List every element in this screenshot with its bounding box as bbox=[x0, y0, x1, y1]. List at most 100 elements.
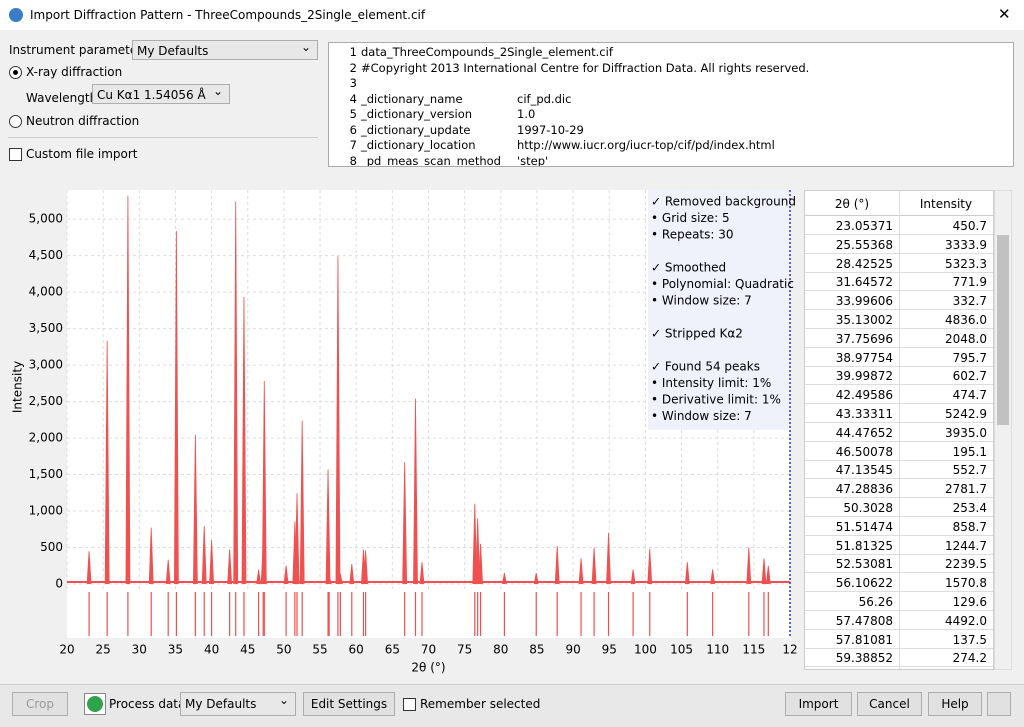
file-preview[interactable]: 1 data_ThreeCompounds_2Single_element.cif… bbox=[328, 42, 1014, 167]
peak-table[interactable]: 2θ (°) Intensity 23.05371 450.7 25.55368 3333… bbox=[804, 190, 994, 670]
peak bbox=[761, 558, 767, 585]
import-button[interactable]: Import bbox=[785, 692, 852, 716]
line-value: 1997-10-29 bbox=[517, 122, 584, 137]
checkbox[interactable] bbox=[403, 698, 416, 711]
x-tick-label: 45 bbox=[240, 643, 255, 657]
cell: 57.47808 bbox=[835, 613, 893, 628]
annotation: ✓ Smoothed bbox=[651, 261, 726, 275]
x-tick-label: 70 bbox=[421, 643, 436, 657]
peak bbox=[325, 469, 331, 585]
annotation: • Repeats: 30 bbox=[651, 228, 734, 242]
x-tick-label: 100 bbox=[634, 643, 657, 657]
peak bbox=[684, 562, 690, 585]
line-text: _dictionary_version bbox=[361, 107, 473, 121]
cell: 25.55368 bbox=[835, 237, 893, 252]
cell: 2781.7 bbox=[945, 482, 987, 497]
cell: 602.7 bbox=[952, 369, 987, 384]
cell: 2239.5 bbox=[945, 557, 987, 572]
peak bbox=[475, 518, 481, 585]
checkbox-label[interactable]: Custom file import bbox=[26, 147, 138, 161]
cell: 31.64572 bbox=[835, 275, 893, 290]
radio-label[interactable]: X-ray diffraction bbox=[26, 65, 123, 79]
peak bbox=[261, 381, 267, 585]
y-tick-label: 0 bbox=[55, 577, 63, 591]
label: Process data: bbox=[109, 697, 190, 711]
x-tick-label: 30 bbox=[132, 643, 147, 657]
line-number: 8 bbox=[349, 153, 357, 167]
cancel-button[interactable]: Cancel bbox=[857, 692, 922, 716]
stick-area bbox=[67, 590, 790, 638]
x-tick-label: 90 bbox=[565, 643, 580, 657]
wavelength-select[interactable]: Cu Kα1 1.54056 Å bbox=[92, 81, 230, 104]
crop-button[interactable]: Crop bbox=[12, 692, 68, 716]
peak bbox=[413, 398, 418, 585]
cell: 39.99872 bbox=[835, 369, 893, 384]
footer bbox=[0, 684, 1024, 727]
peak bbox=[125, 195, 131, 585]
cell: 56.10622 bbox=[835, 576, 893, 591]
cell: 195.1 bbox=[952, 444, 987, 459]
line-value: 1.0 bbox=[517, 107, 536, 121]
process-toggle[interactable] bbox=[84, 693, 106, 715]
label: Instrument parameters: bbox=[9, 43, 153, 57]
x-tick-label: 12 bbox=[782, 643, 797, 657]
cell: 47.28836 bbox=[835, 482, 893, 497]
cell: 47.13545 bbox=[835, 463, 893, 478]
line-value: cif_pd.dic bbox=[517, 91, 572, 106]
cell: 56.26 bbox=[858, 595, 893, 609]
line-number: 3 bbox=[349, 76, 357, 90]
peak bbox=[402, 462, 408, 585]
cell: 274.2 bbox=[952, 651, 987, 666]
cell: 1570.8 bbox=[945, 576, 987, 591]
x-tick-label: 40 bbox=[204, 643, 219, 657]
peak bbox=[173, 231, 179, 585]
y-tick-label: 2,500 bbox=[29, 394, 63, 408]
cell: 44.47652 bbox=[835, 425, 893, 440]
radio[interactable] bbox=[9, 115, 22, 128]
peak bbox=[591, 547, 597, 585]
radio[interactable] bbox=[9, 66, 22, 79]
line-value: http://www.iucr.org/iucr-top/cif/pd/inde… bbox=[517, 138, 775, 152]
annotation: • Grid size: 5 bbox=[651, 211, 730, 225]
cell: 46.50078 bbox=[835, 444, 893, 459]
x-tick-label: 105 bbox=[670, 643, 693, 657]
cell: 137.5 bbox=[952, 632, 987, 647]
process-select[interactable]: My Defaults bbox=[180, 689, 296, 716]
cell: 23.05371 bbox=[835, 219, 893, 233]
y-tick-label: 3,500 bbox=[29, 321, 63, 335]
peak bbox=[148, 527, 154, 585]
peak bbox=[606, 532, 611, 585]
separator bbox=[8, 137, 318, 138]
x-tick-label: 55 bbox=[312, 643, 327, 657]
cell: 3333.9 bbox=[945, 237, 987, 252]
y-tick-label: 5,000 bbox=[29, 212, 63, 226]
help-button[interactable]: Help bbox=[928, 692, 982, 716]
line-text: #Copyright 2013 International Centre for… bbox=[361, 60, 810, 75]
icon-button[interactable] bbox=[987, 692, 1011, 716]
radio-label[interactable]: Neutron diffraction bbox=[26, 114, 140, 128]
peak bbox=[299, 420, 305, 585]
line-number: 1 bbox=[349, 45, 357, 59]
peak bbox=[502, 572, 507, 585]
close-button[interactable]: ✕ bbox=[998, 5, 1011, 23]
cell: 43.33311 bbox=[835, 407, 893, 421]
line-number: 2 bbox=[349, 60, 357, 75]
chart: 0 500 1,000 1,500 2,000 2,500 3,000 3,500 4,000 4… bbox=[11, 190, 798, 675]
annotation: • Polynomial: Quadratic bbox=[651, 277, 794, 291]
checkbox[interactable] bbox=[9, 148, 22, 161]
cell: 2048.0 bbox=[945, 331, 987, 346]
peak bbox=[326, 574, 332, 585]
instrument-select[interactable]: My Defaults bbox=[132, 37, 318, 60]
checkbox-label[interactable]: Remember selected bbox=[420, 697, 541, 711]
cell: 474.7 bbox=[952, 388, 987, 403]
annotation: • Derivative limit: 1% bbox=[651, 393, 781, 407]
annotation: ✓ Stripped Kα2 bbox=[651, 327, 743, 341]
line-text: _dictionary_location bbox=[361, 138, 476, 152]
peak bbox=[227, 549, 233, 585]
scrollbar[interactable] bbox=[994, 190, 1012, 670]
cell: 4492.0 bbox=[945, 613, 987, 628]
cell: 57.81081 bbox=[835, 632, 893, 647]
app-icon bbox=[9, 8, 23, 22]
edit-button[interactable]: Edit Settings bbox=[303, 692, 395, 716]
line-number: 5 bbox=[349, 107, 357, 121]
